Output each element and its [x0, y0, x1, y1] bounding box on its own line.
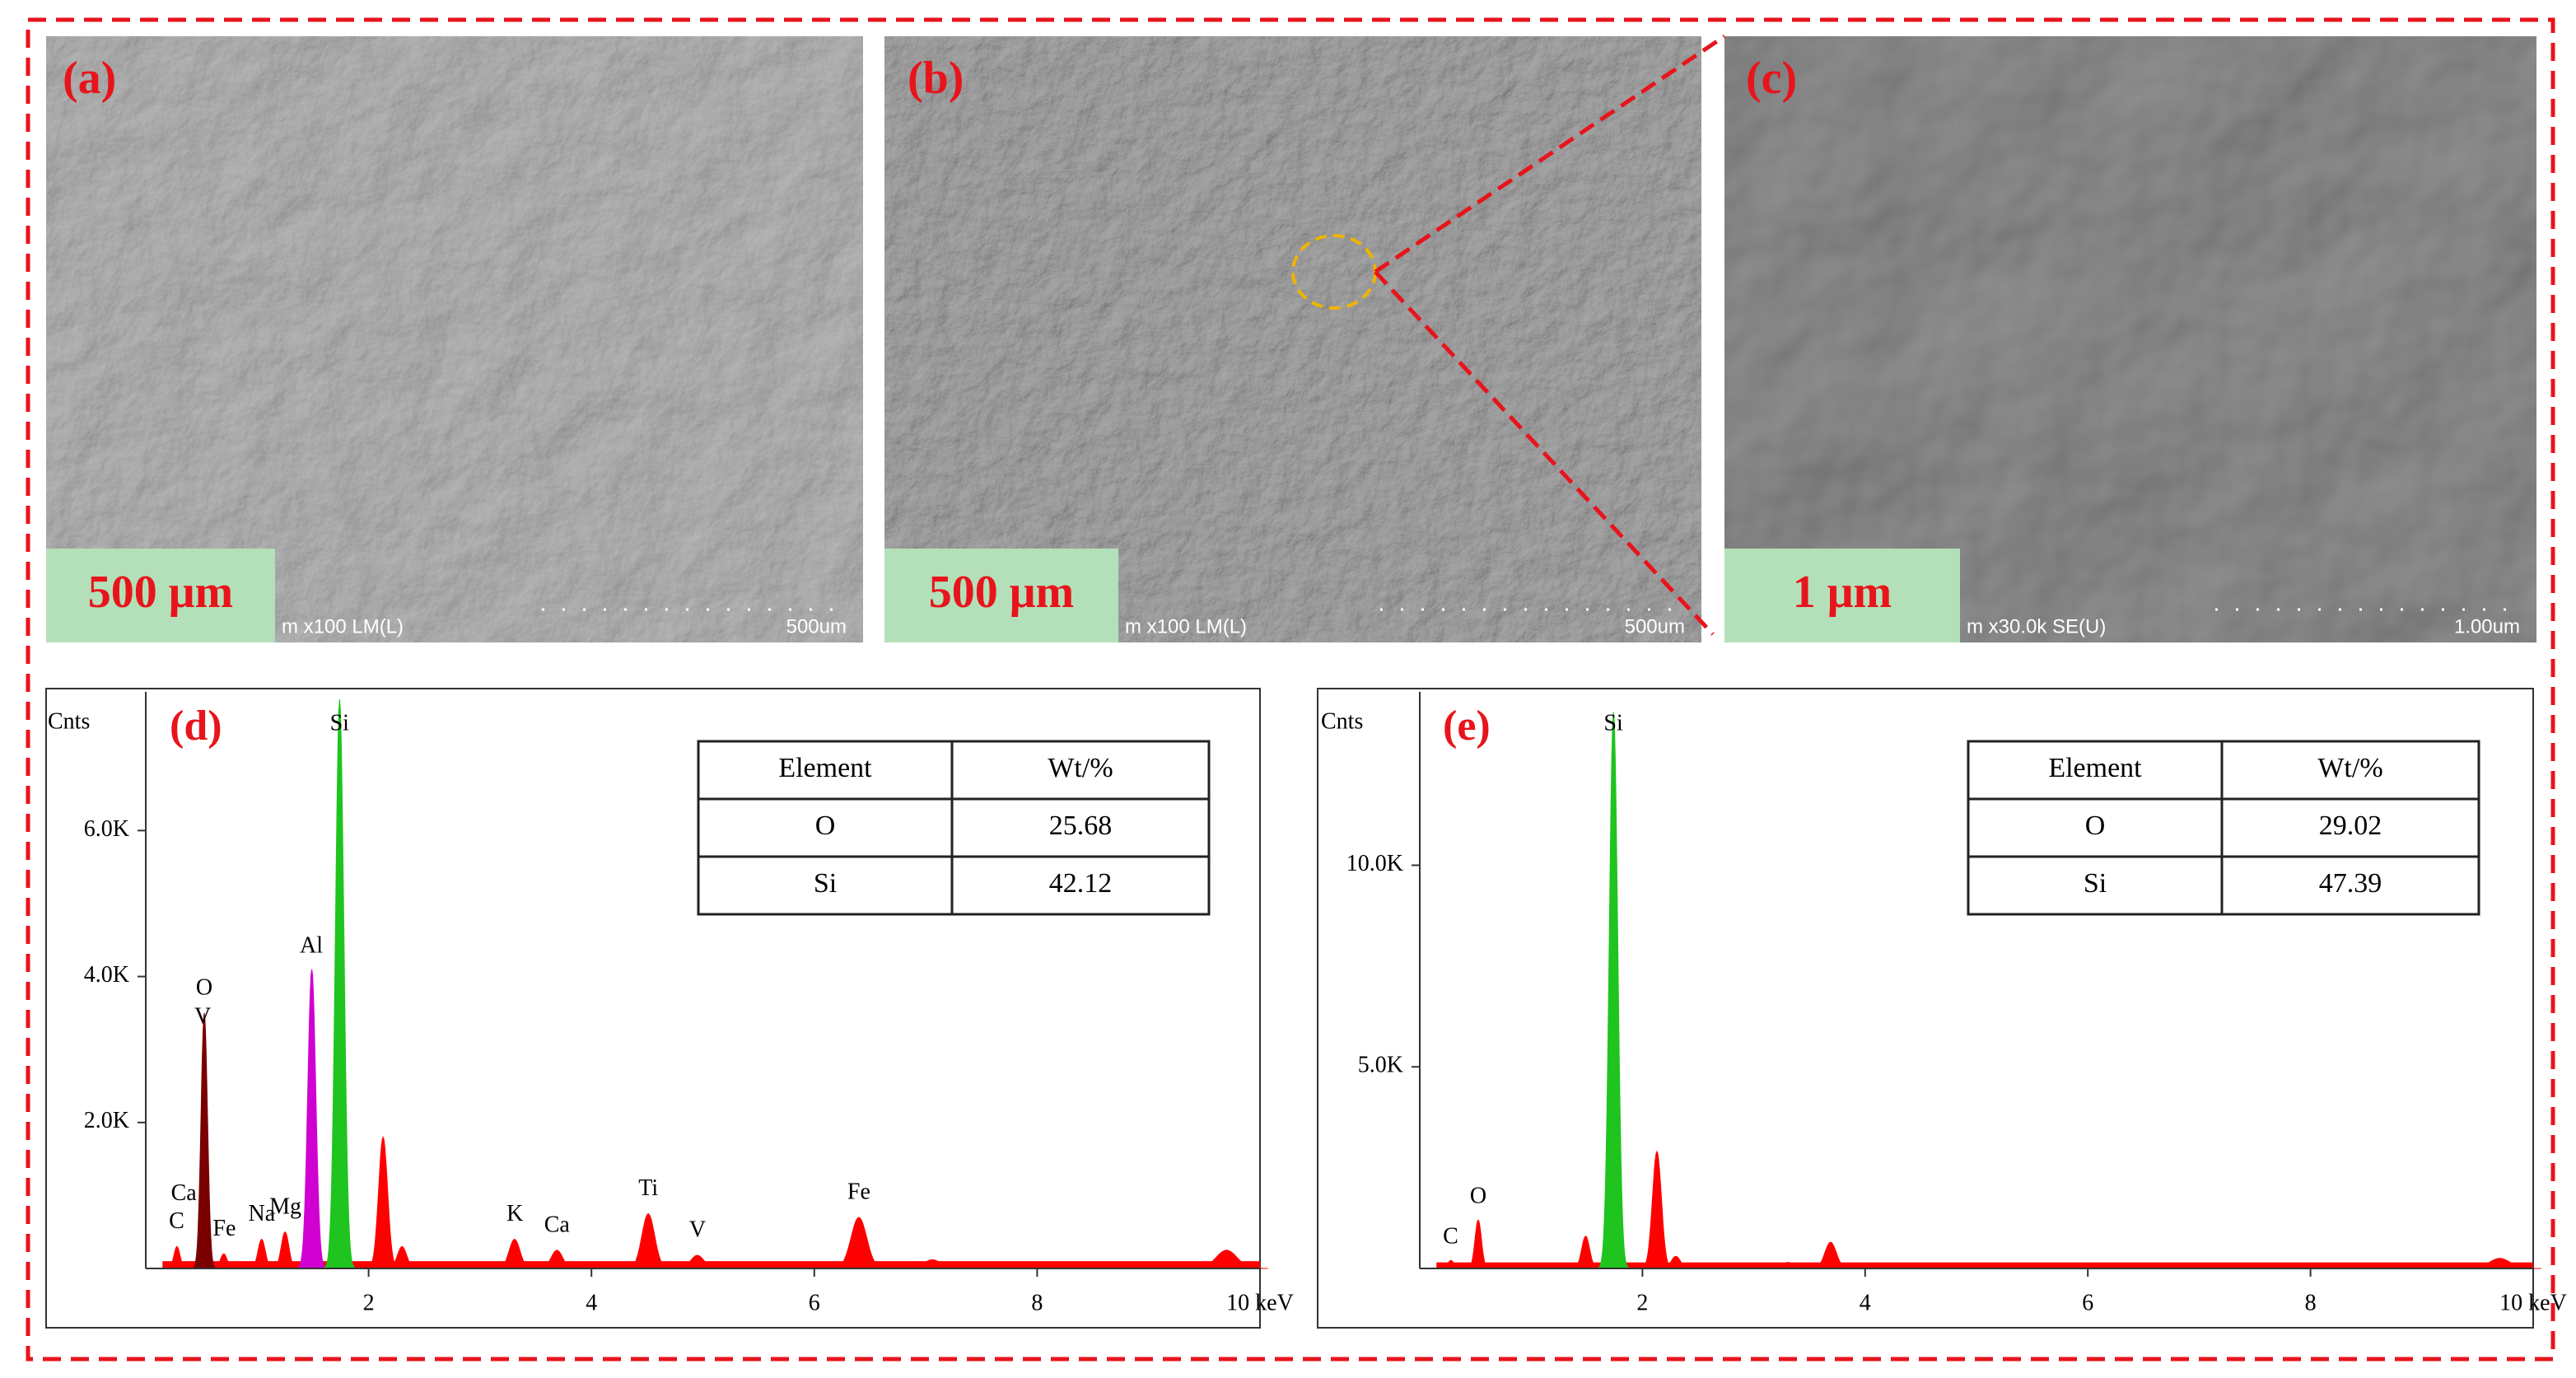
- y-axis-label: Cnts: [1321, 708, 1363, 734]
- x-tick-label: 4: [1860, 1290, 1871, 1315]
- y-axis-label: Cnts: [48, 708, 90, 734]
- table-cell: Si: [2084, 868, 2107, 899]
- y-tick-label: 6.0K: [84, 816, 129, 842]
- spectrum-frame: [45, 688, 1261, 1329]
- x-tick-label: 8: [2305, 1290, 2317, 1315]
- x-tick-label: 2: [363, 1290, 375, 1315]
- panel-label: (b): [908, 53, 964, 104]
- y-tick-label: 5.0K: [1358, 1053, 1403, 1078]
- peak: [623, 1212, 674, 1269]
- frame: [26, 17, 2555, 1362]
- table-cell: 25.68: [1049, 810, 1113, 841]
- y-tick-label: 4.0K: [84, 962, 129, 988]
- peak: [191, 1012, 217, 1269]
- sem-scale: 1.00um: [2454, 615, 2520, 638]
- table-cell: O: [2085, 810, 2106, 841]
- zoom-line: [1374, 270, 1715, 636]
- x-tick-label: 10 keV: [2499, 1290, 2567, 1315]
- peak-label: Mg: [269, 1193, 301, 1219]
- peak-label: Ti: [638, 1175, 658, 1201]
- table-frame: [697, 740, 1211, 916]
- peak-label: O: [196, 974, 212, 1000]
- peak: [1596, 712, 1631, 1269]
- x-tick-label: 2: [1636, 1290, 1648, 1315]
- scale-box: [884, 549, 1118, 642]
- table-cell: 29.02: [2319, 810, 2382, 841]
- table-header: Element: [778, 753, 872, 783]
- background: [162, 1261, 1260, 1268]
- x-tick-label: 8: [1031, 1290, 1043, 1315]
- scale-box: [1724, 549, 1960, 642]
- peak: [1465, 1219, 1491, 1269]
- table-header: Wt/%: [2317, 753, 2382, 783]
- table-header: Element: [2048, 753, 2142, 783]
- panel-label: (c): [1746, 53, 1797, 104]
- peak-label: Fe: [212, 1216, 236, 1241]
- table-cell: Si: [814, 868, 837, 899]
- spectrum-frame: [1317, 688, 2534, 1329]
- peak-label: Fe: [847, 1179, 870, 1205]
- table-cell: 47.39: [2319, 868, 2382, 899]
- peak-label: Ca: [544, 1212, 571, 1237]
- peak-label: O: [1470, 1183, 1486, 1208]
- peak: [365, 1135, 401, 1269]
- sem-image: [46, 36, 863, 642]
- peak-label: C: [1443, 1223, 1458, 1249]
- x-tick-label: 6: [2082, 1290, 2093, 1315]
- peak: [323, 698, 357, 1269]
- peak-label: V: [689, 1217, 706, 1243]
- y-tick-label: 10.0K: [1346, 851, 1403, 876]
- sem-scale: 500um: [786, 615, 847, 638]
- x-tick-label: 10 keV: [1226, 1290, 1294, 1315]
- sem-scale: 500um: [1625, 615, 1685, 638]
- table-cell: 42.12: [1049, 868, 1113, 899]
- panel-label: (d): [170, 703, 222, 750]
- sem-info: m x30.0k SE(U): [1967, 615, 2106, 638]
- panel-label: (e): [1443, 703, 1491, 750]
- x-tick-label: 4: [586, 1290, 597, 1315]
- y-tick-label: 2.0K: [84, 1108, 129, 1133]
- scale-label: 500 μm: [88, 567, 233, 618]
- peak-label: Si: [1603, 710, 1623, 736]
- sem-image: [884, 36, 1701, 642]
- sem-image: [1724, 36, 2536, 642]
- peak-label: Ca: [171, 1180, 198, 1206]
- sem-info: m x100 LM(L): [282, 615, 404, 638]
- table-cell: O: [815, 810, 836, 841]
- peak-label: V: [194, 1003, 211, 1029]
- scale-box: [46, 549, 275, 642]
- panel-label: (a): [63, 53, 116, 104]
- peak: [296, 969, 328, 1269]
- peak: [1639, 1150, 1675, 1269]
- peak-label: K: [506, 1201, 523, 1226]
- peak-label: C: [169, 1208, 184, 1234]
- scale-label: 500 μm: [929, 567, 1074, 618]
- x-tick-label: 6: [809, 1290, 820, 1315]
- sem-images: [46, 36, 2536, 642]
- peak-label: Na: [249, 1201, 276, 1226]
- sem-info: m x100 LM(L): [1125, 615, 1247, 638]
- peak: [828, 1217, 890, 1269]
- peak-label: Si: [330, 710, 350, 736]
- background: [1436, 1262, 2533, 1268]
- zoom-line: [1374, 34, 1726, 274]
- table-header: Wt/%: [1048, 753, 1113, 783]
- table-frame: [1967, 740, 2480, 916]
- peak-label: Al: [300, 933, 323, 959]
- scale-label: 1 μm: [1793, 567, 1892, 618]
